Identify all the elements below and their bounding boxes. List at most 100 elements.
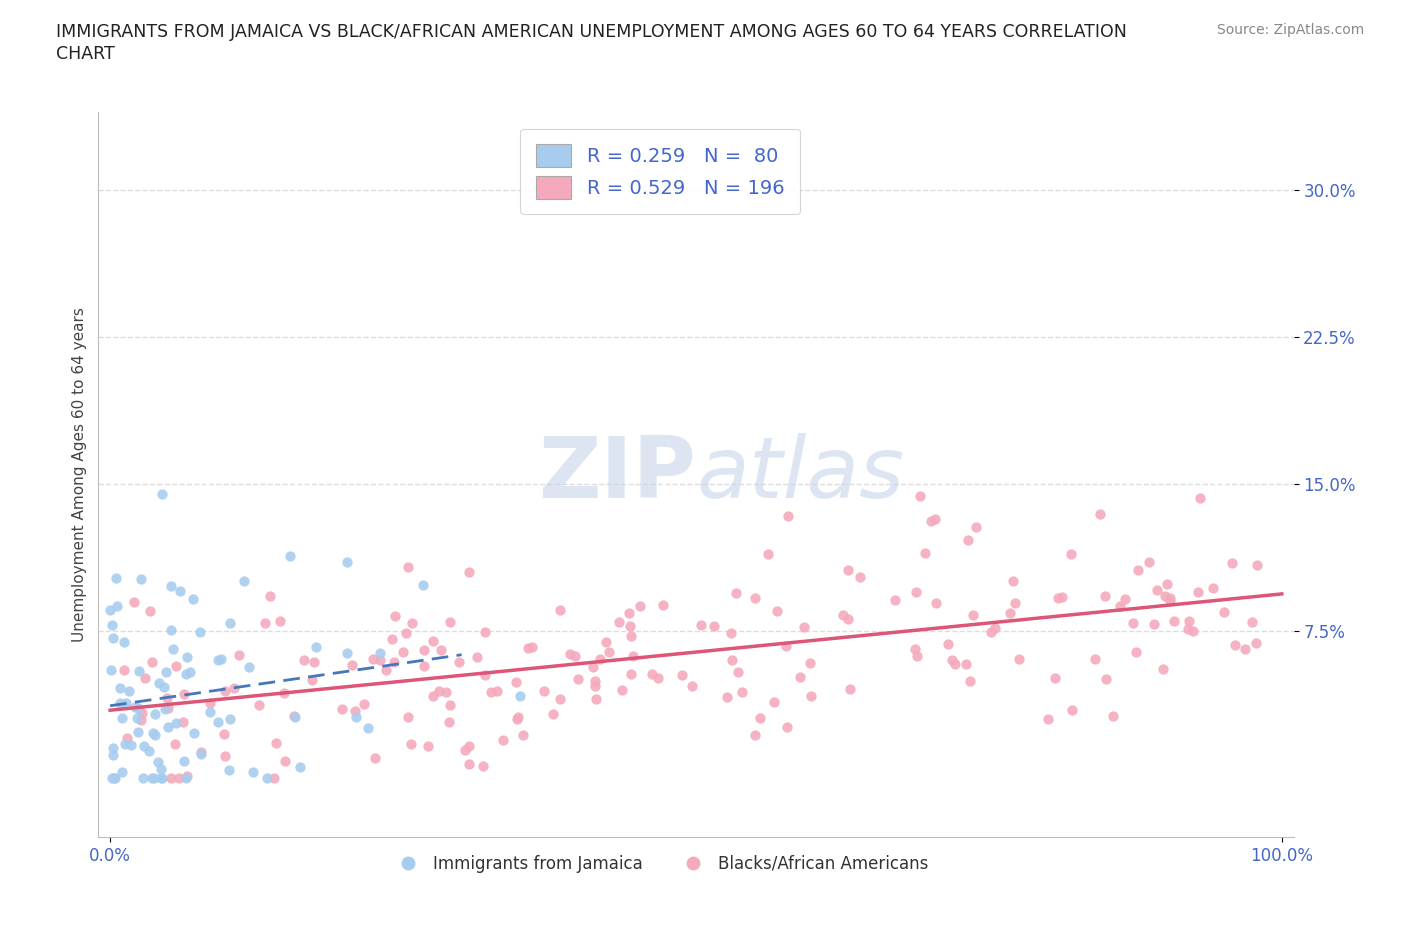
Point: [548, 691, 571, 706]
Point: [1050, 590, 1073, 604]
Point: [142, 726, 165, 741]
Point: [619, 618, 641, 633]
Point: [179, 664, 201, 679]
Point: [984, 620, 1007, 635]
Point: [486, 684, 509, 698]
Point: [1102, 709, 1125, 724]
Point: [101, 740, 124, 755]
Point: [155, 664, 177, 679]
Point: [242, 764, 264, 779]
Point: [799, 656, 821, 671]
Point: [131, 705, 153, 720]
Point: [1002, 573, 1025, 588]
Point: [1084, 652, 1107, 667]
Point: [160, 771, 183, 786]
Point: [160, 622, 183, 637]
Point: [765, 604, 787, 618]
Point: [1246, 636, 1268, 651]
Legend: Immigrants from Jamaica, Blacks/African Americans: Immigrants from Jamaica, Blacks/African …: [385, 848, 935, 880]
Point: [465, 650, 488, 665]
Point: [437, 714, 460, 729]
Point: [173, 754, 195, 769]
Point: [138, 743, 160, 758]
Point: [744, 727, 766, 742]
Point: [1125, 645, 1147, 660]
Point: [458, 756, 481, 771]
Point: [793, 619, 815, 634]
Point: [582, 659, 605, 674]
Text: Source: ZipAtlas.com: Source: ZipAtlas.com: [1216, 23, 1364, 37]
Point: [98, 603, 121, 618]
Point: [506, 711, 529, 726]
Point: [101, 618, 124, 632]
Point: [124, 700, 146, 715]
Point: [412, 578, 434, 592]
Point: [263, 771, 285, 786]
Point: [167, 771, 190, 786]
Point: [962, 608, 984, 623]
Point: [533, 684, 555, 698]
Point: [332, 701, 354, 716]
Point: [936, 636, 959, 651]
Point: [145, 727, 167, 742]
Point: [413, 643, 436, 658]
Point: [413, 658, 436, 673]
Point: [120, 737, 142, 752]
Point: [141, 771, 163, 786]
Point: [149, 771, 172, 786]
Point: [1178, 613, 1201, 628]
Point: [564, 648, 586, 663]
Point: [1154, 589, 1177, 604]
Point: [837, 612, 859, 627]
Point: [998, 605, 1021, 620]
Point: [1188, 490, 1211, 505]
Point: [222, 681, 245, 696]
Text: CHART: CHART: [56, 45, 115, 62]
Point: [110, 681, 132, 696]
Point: [190, 746, 212, 761]
Point: [439, 614, 461, 629]
Point: [101, 771, 124, 786]
Point: [176, 667, 198, 682]
Point: [159, 578, 181, 593]
Point: [105, 570, 128, 585]
Point: [910, 489, 932, 504]
Point: [399, 737, 422, 751]
Point: [111, 711, 134, 725]
Point: [457, 739, 479, 754]
Point: [598, 644, 620, 659]
Point: [595, 634, 617, 649]
Point: [340, 658, 363, 672]
Point: [647, 671, 669, 685]
Point: [188, 624, 211, 639]
Point: [114, 737, 136, 751]
Point: [727, 665, 749, 680]
Point: [305, 640, 328, 655]
Point: [548, 602, 571, 617]
Point: [396, 710, 419, 724]
Y-axis label: Unemployment Among Ages 60 to 64 years: Unemployment Among Ages 60 to 64 years: [72, 307, 87, 642]
Point: [422, 633, 444, 648]
Point: [301, 673, 323, 688]
Point: [238, 659, 260, 674]
Point: [941, 653, 963, 668]
Point: [357, 721, 380, 736]
Point: [364, 751, 387, 765]
Point: [1159, 591, 1181, 605]
Point: [1043, 671, 1066, 685]
Point: [115, 731, 138, 746]
Point: [176, 768, 198, 783]
Point: [112, 663, 135, 678]
Point: [479, 684, 502, 699]
Point: [150, 487, 173, 502]
Point: [134, 671, 156, 685]
Point: [756, 547, 779, 562]
Point: [1008, 651, 1031, 666]
Point: [200, 696, 222, 711]
Point: [273, 685, 295, 700]
Point: [418, 738, 440, 753]
Point: [1233, 642, 1256, 657]
Point: [449, 655, 471, 670]
Point: [640, 667, 662, 682]
Point: [956, 532, 979, 547]
